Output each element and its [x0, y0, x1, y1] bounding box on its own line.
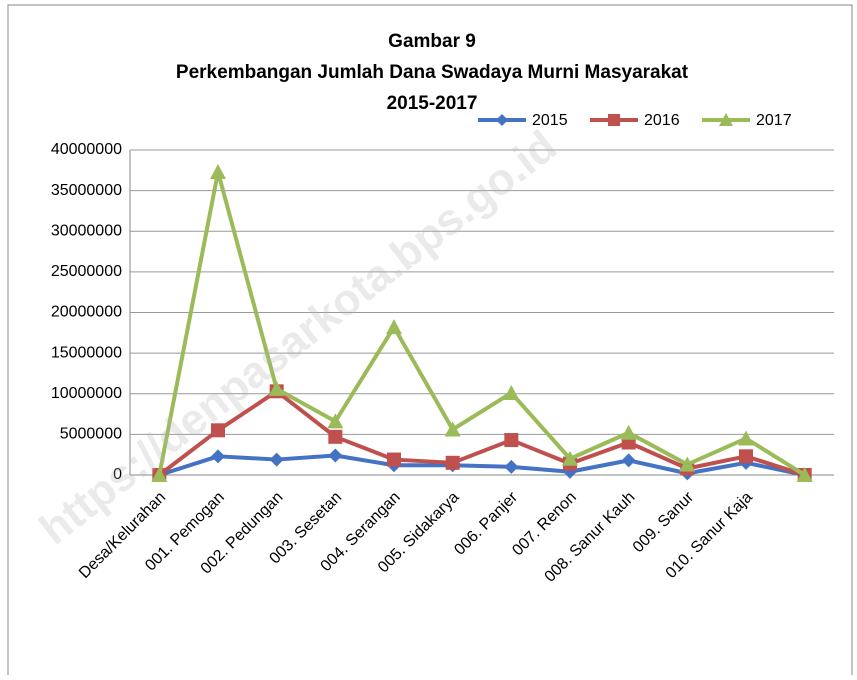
marker	[269, 452, 284, 467]
marker	[210, 163, 226, 179]
marker	[445, 455, 460, 470]
marker	[621, 453, 636, 468]
marker	[327, 413, 344, 429]
legend-label: 2017	[756, 112, 792, 129]
marker	[496, 114, 508, 126]
marker	[562, 450, 578, 466]
marker	[268, 380, 285, 396]
y-tick-label: 20000000	[51, 304, 122, 321]
chart-title: Perkembangan Jumlah Dana Swadaya Murni M…	[176, 62, 689, 83]
legend-label: 2016	[644, 112, 680, 129]
marker	[328, 448, 343, 463]
marker	[503, 384, 520, 400]
y-tick-label: 40000000	[51, 141, 122, 158]
marker	[796, 467, 813, 482]
marker	[151, 467, 168, 482]
marker	[504, 459, 519, 474]
chart-frame	[7, 4, 853, 675]
marker	[328, 429, 343, 444]
marker	[719, 113, 733, 126]
marker	[387, 452, 401, 467]
marker	[739, 449, 753, 464]
marker	[211, 423, 225, 438]
y-tick-label: 30000000	[51, 222, 122, 239]
y-tick-label: 0	[113, 466, 122, 483]
marker	[504, 433, 519, 448]
y-tick-label: 15000000	[51, 344, 122, 361]
series-line	[158, 389, 806, 477]
marker	[211, 449, 225, 464]
marker	[679, 456, 696, 472]
chart-title: 2015-2017	[387, 93, 478, 114]
y-tick-label: 25000000	[51, 263, 122, 280]
marker	[620, 424, 637, 440]
marker	[386, 319, 402, 335]
series-line	[157, 169, 806, 477]
y-tick-label: 5000000	[60, 426, 122, 443]
marker	[608, 114, 620, 126]
marker	[738, 430, 754, 446]
series-line	[158, 453, 806, 477]
legend-label: 2015	[532, 112, 568, 129]
marker	[444, 421, 461, 437]
y-tick-label: 35000000	[51, 182, 122, 199]
y-tick-label: 10000000	[51, 385, 122, 402]
chart-title: Gambar 9	[388, 31, 476, 52]
